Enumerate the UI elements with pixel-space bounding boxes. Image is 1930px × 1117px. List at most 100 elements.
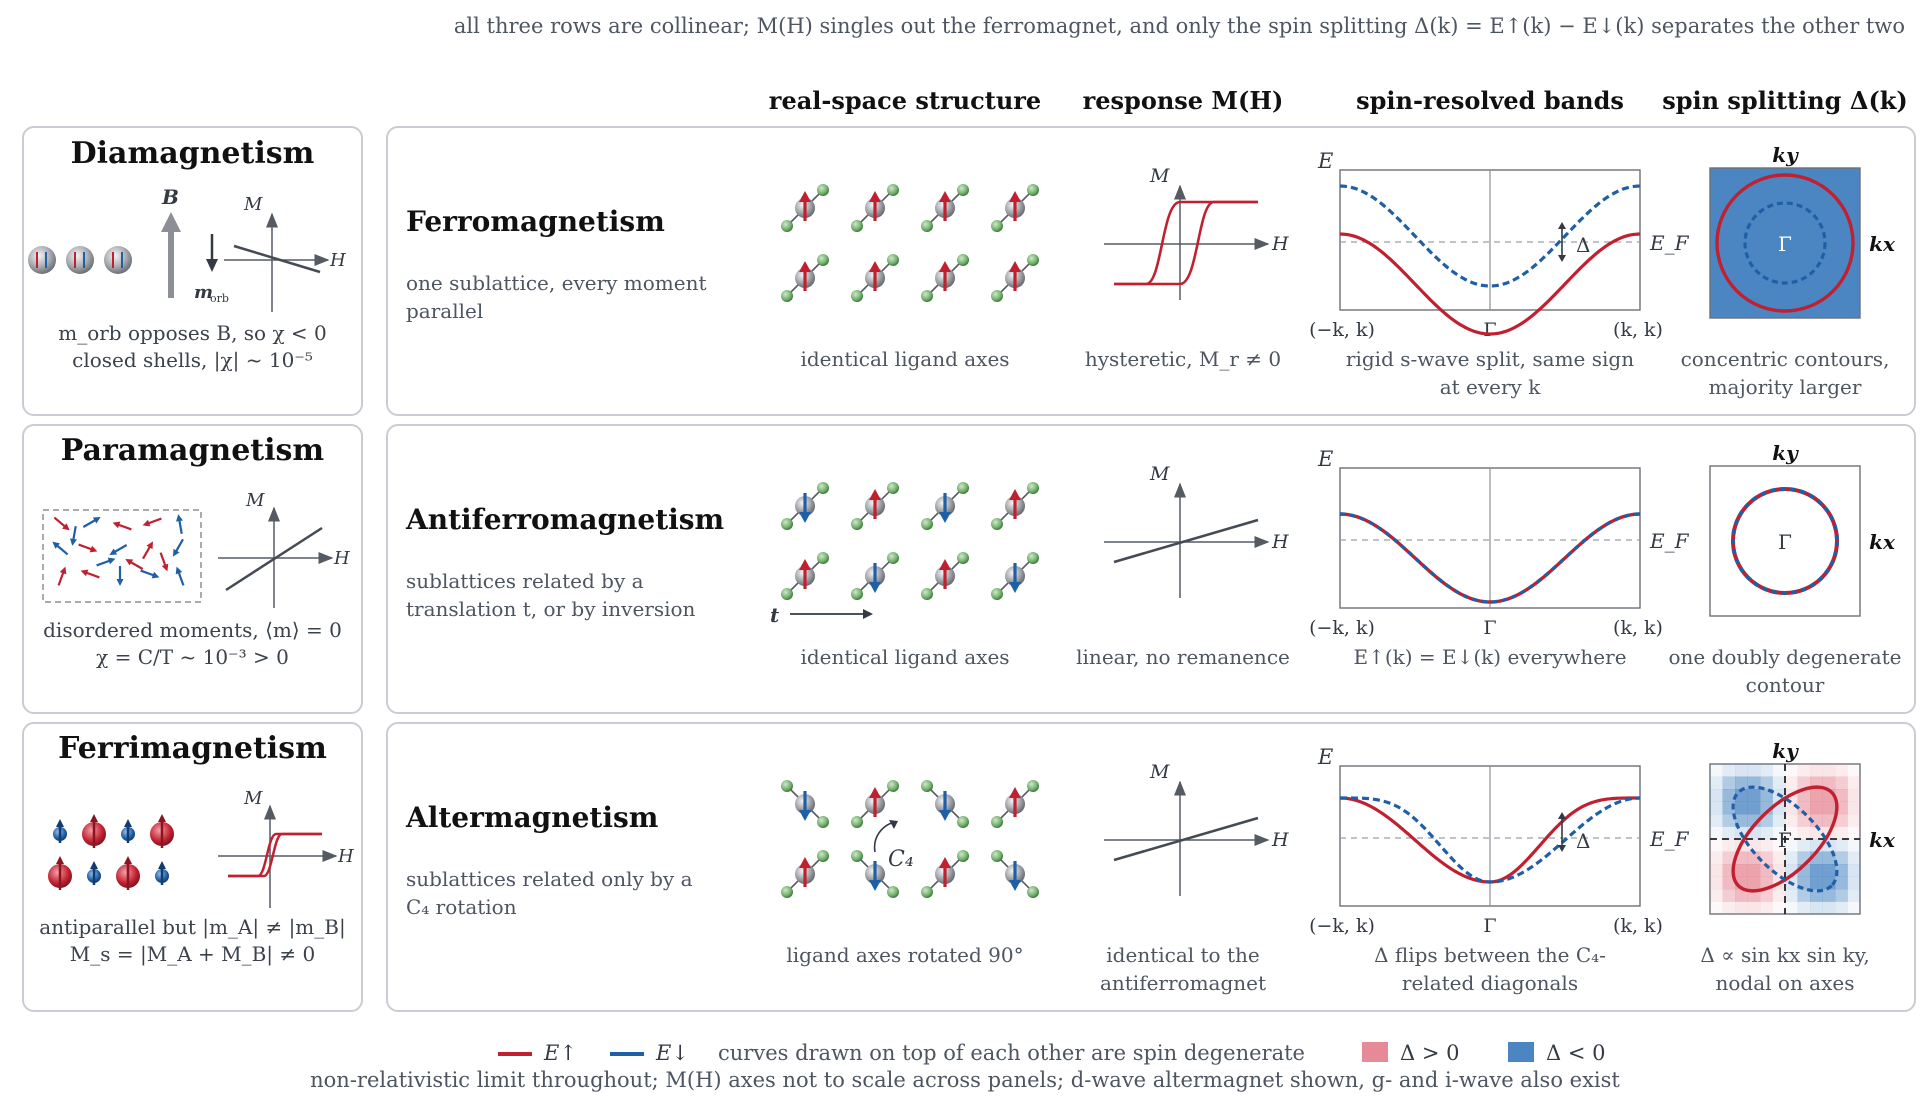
- splitting-cell: [1797, 826, 1811, 840]
- splitting-cell: [1747, 839, 1761, 852]
- splitting-cell: [1835, 826, 1848, 840]
- splitting-cell: [1822, 889, 1836, 902]
- translation-label: t: [770, 603, 780, 627]
- splitting-cell: [1722, 776, 1736, 790]
- response-caption-am-1: identical to the: [1106, 943, 1260, 967]
- moment-arrow: [109, 544, 128, 555]
- axis-label-M: M: [245, 490, 265, 511]
- orbital-moment-label: m: [194, 282, 213, 303]
- lattice-antiferromagnet: t: [770, 482, 1039, 627]
- splitting-cell: [1822, 901, 1836, 915]
- tick-label-gamma: Γ: [1483, 319, 1496, 341]
- splitting-cell: [1822, 764, 1836, 777]
- splitting-cell: [1785, 889, 1798, 902]
- splitting-cell: [1822, 776, 1836, 790]
- splitting-cell: [1835, 789, 1848, 802]
- splitting-cell: [1735, 764, 1748, 777]
- bands-caption-fm-1: rigid s-wave split, same sign: [1345, 347, 1635, 371]
- tick-label-kmin: (−k, k): [1309, 915, 1375, 937]
- splitting-cell: [1722, 876, 1736, 890]
- row-desc-altermagnetism-2: C₄ rotation: [406, 895, 517, 919]
- lattice-site: [921, 184, 969, 232]
- gamma-label: Γ: [1778, 828, 1792, 852]
- splitting-cell: [1710, 864, 1723, 877]
- axis-label-ky: ky: [1772, 739, 1799, 763]
- splitting-cell: [1847, 889, 1861, 902]
- bands-caption-am-2: related diagonals: [1401, 971, 1579, 995]
- lattice-site: [781, 254, 829, 302]
- para-caption-1: disordered moments, ⟨m⟩ = 0: [43, 618, 342, 642]
- splitting-cell: [1772, 851, 1786, 865]
- minority-site: [121, 819, 135, 843]
- splitting-cell: [1772, 776, 1786, 790]
- orbital-moment-arrow: [206, 234, 218, 272]
- splitting-cell: [1710, 889, 1723, 902]
- lattice-site: [781, 780, 829, 828]
- lattice-site: [851, 254, 899, 302]
- diamagnetism-diagram: B m orb M H: [28, 185, 346, 312]
- structure-caption-afm: identical ligand axes: [800, 645, 1010, 669]
- splitting-cell: [1760, 839, 1773, 852]
- splitting-cell: [1797, 801, 1811, 815]
- lattice-site: [991, 552, 1039, 600]
- panel-altermagnetism: [386, 722, 1916, 1012]
- axis-label-E: E: [1317, 745, 1333, 769]
- bands-altermagnet: E E_F (−k, k) Γ (k, k) Δ: [1309, 745, 1690, 937]
- splitting-cell: [1847, 851, 1861, 865]
- moment-arrow: [140, 569, 160, 579]
- field-label: B: [161, 185, 179, 209]
- splitting-cell: [1760, 889, 1773, 902]
- contour-down: [1731, 487, 1839, 595]
- row-title-altermagnetism: Altermagnetism: [406, 801, 659, 834]
- minority-site: [155, 861, 169, 885]
- moment-arrow: [78, 543, 98, 553]
- bands-caption-fm-2: at every k: [1439, 375, 1541, 399]
- axis-label-M: M: [1149, 463, 1170, 485]
- moment-arrow: [112, 521, 132, 531]
- tick-label-gamma: Γ: [1483, 915, 1496, 937]
- tick-label-kmin: (−k, k): [1309, 617, 1375, 639]
- splitting-cell: [1710, 901, 1723, 915]
- row-title-ferromagnetism: Ferromagnetism: [406, 205, 665, 238]
- splitting-cell: [1835, 839, 1848, 852]
- splitting-cell: [1735, 776, 1748, 790]
- splitting-cell: [1835, 776, 1848, 790]
- axis-label-M: M: [243, 194, 263, 215]
- axis-label-ky: ky: [1772, 143, 1799, 167]
- split-caption-fm-2: majority larger: [1708, 375, 1862, 399]
- splitting-cell: [1847, 776, 1861, 790]
- gamma-label: Γ: [1778, 232, 1792, 256]
- splitting-cell: [1810, 789, 1823, 802]
- column-header-bands: spin-resolved bands: [1356, 86, 1624, 115]
- lattice-site: [991, 850, 1039, 898]
- splitting-cell: [1847, 864, 1861, 877]
- splitting-cell: [1710, 801, 1723, 815]
- splitting-cell: [1747, 876, 1761, 890]
- axis-label-H: H: [337, 846, 354, 867]
- splitting-cell: [1772, 826, 1786, 840]
- lattice-ferromagnet: [781, 184, 1039, 302]
- ferri-caption-1: antiparallel but |m_A| ≠ |m_B|: [39, 915, 346, 939]
- splitting-cell: [1710, 876, 1723, 890]
- splitting-cell: [1847, 801, 1861, 815]
- tick-label-kmax: (k, k): [1613, 617, 1663, 639]
- column-header-splitting: spin splitting Δ(k): [1662, 86, 1908, 115]
- splitting-cell: [1760, 901, 1773, 915]
- split-caption-am-2: nodal on axes: [1715, 971, 1855, 995]
- bands-caption-am-1: Δ flips between the C₄-: [1374, 943, 1606, 967]
- splitting-cell: [1785, 776, 1798, 790]
- panel-ferrimagnetism: [22, 722, 363, 1012]
- axis-label-kx: kx: [1869, 232, 1896, 256]
- row-title-antiferromagnetism: Antiferromagnetism: [406, 503, 725, 536]
- moment-arrow: [173, 538, 184, 557]
- legend-up-label: E↑: [543, 1041, 577, 1065]
- moment-arrow: [82, 517, 101, 528]
- delta-label: Δ: [1576, 233, 1590, 257]
- splitting-cell: [1835, 889, 1848, 902]
- bands-ferromagnet: E E_F (−k, k) Γ (k, k) Δ: [1309, 149, 1690, 341]
- splitting-cell: [1797, 776, 1811, 790]
- panel-title-paramagnetism: Paramagnetism: [60, 433, 325, 468]
- axis-label-M: M: [1149, 165, 1170, 187]
- splitting-cell: [1722, 814, 1736, 827]
- minority-site: [87, 861, 101, 885]
